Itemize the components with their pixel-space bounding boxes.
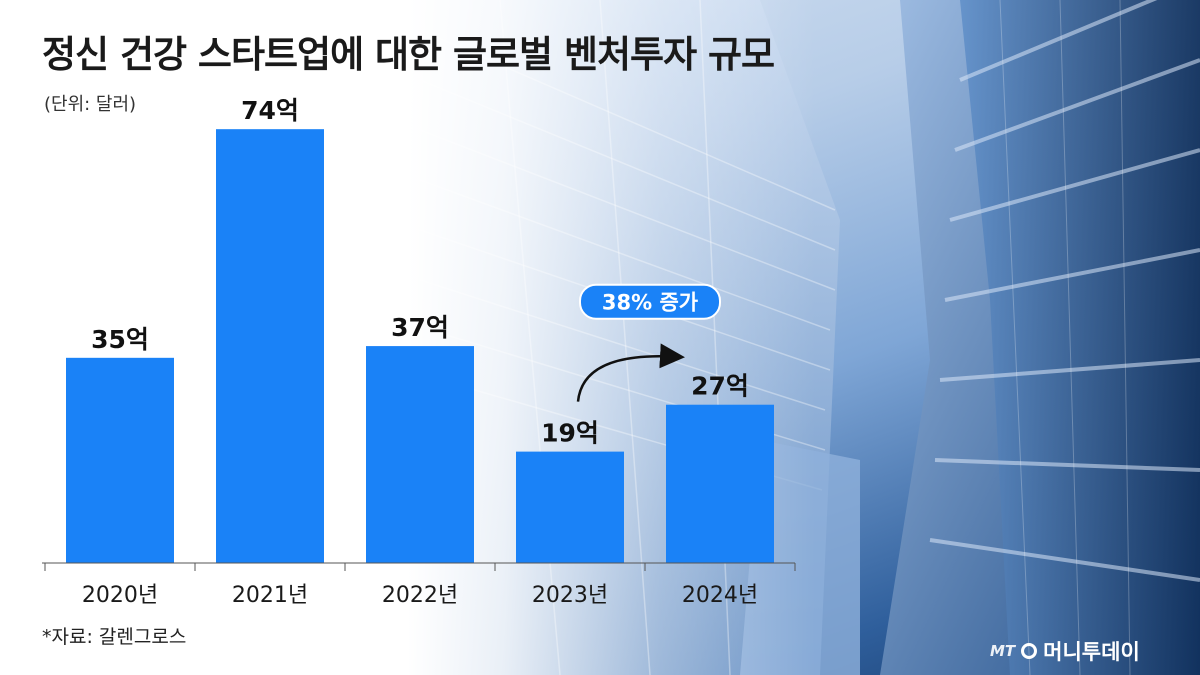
x-tick-label-2021년: 2021년 [232, 583, 308, 608]
value-label-2022년: 37억 [391, 313, 449, 342]
x-tick-label-2022년: 2022년 [382, 583, 458, 608]
growth-annotation: 38% 증가 [576, 283, 721, 402]
growth-callout-text: 38% 증가 [602, 291, 699, 315]
logo-mt-text: MT [990, 642, 1016, 660]
unit-label: (단위: 달러) [44, 94, 137, 115]
x-tick-label-2023년: 2023년 [532, 583, 608, 608]
bar-2024년 [666, 404, 774, 563]
bar-2021년 [216, 129, 324, 564]
labels-layer: 35억 2020년 74억 2021년 37억 2022년 19억 2023년 27억 2024년 [82, 96, 758, 608]
publisher-logo: MT 머니투데이 [990, 636, 1140, 666]
logo-circle-icon [1021, 643, 1038, 659]
value-label-2024년: 27억 [691, 372, 749, 401]
value-label-2023년: 19억 [541, 419, 599, 448]
logo-name: 머니투데이 [1043, 640, 1140, 664]
bar-2020년 [66, 357, 174, 563]
bars-layer [66, 129, 774, 564]
value-label-2020년: 35억 [91, 325, 149, 354]
x-tick-label-2020년: 2020년 [82, 583, 158, 608]
growth-arrow [576, 343, 685, 402]
source-note: *자료: 갈렌그로스 [42, 626, 187, 648]
chart-title: 정신 건강 스타트업에 대한 글로벌 벤처투자 규모 [42, 33, 775, 76]
x-tick-marks [44, 563, 796, 571]
bar-2023년 [516, 451, 624, 563]
growth-callout-box [579, 283, 721, 320]
value-label-2021년: 74억 [241, 96, 299, 125]
x-tick-label-2024년: 2024년 [682, 583, 758, 608]
bar-2022년 [366, 346, 474, 563]
